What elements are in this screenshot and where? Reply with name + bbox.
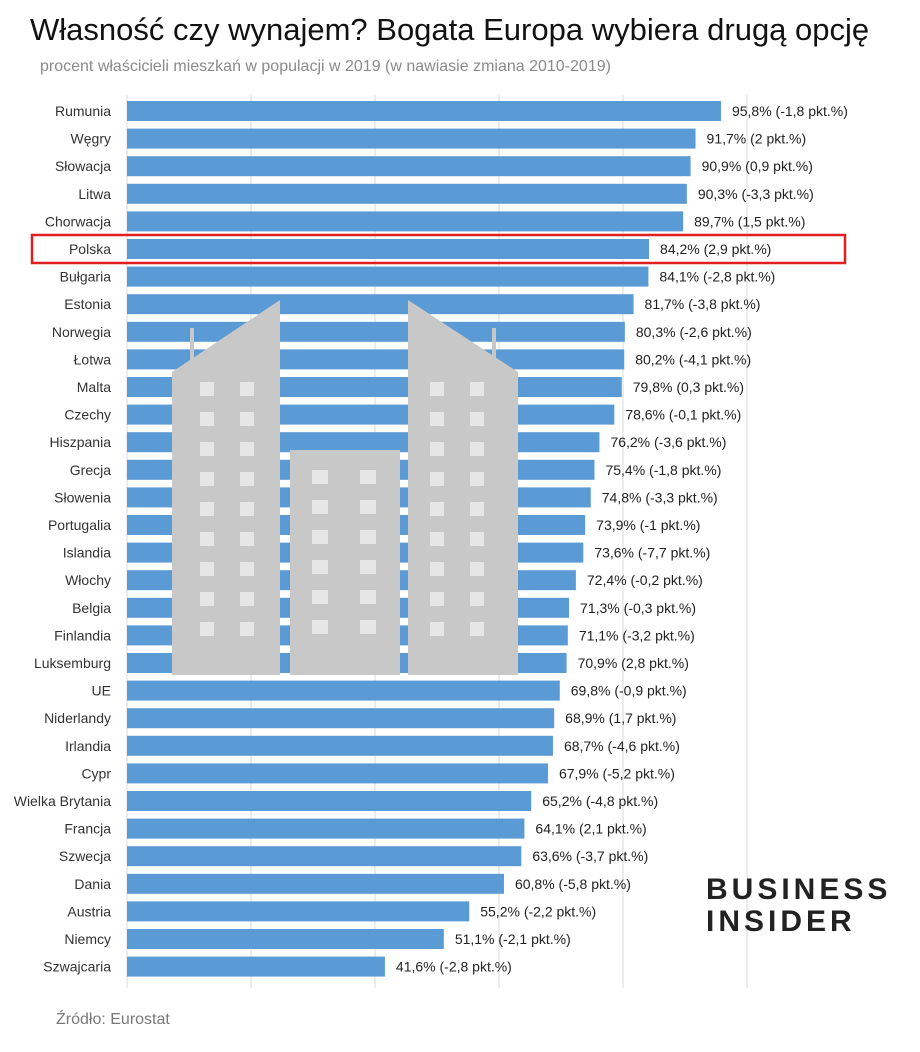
data-label: 63,6% (-3,7 pkt.%): [532, 848, 648, 864]
bar: [127, 818, 525, 839]
data-label: 78,6% (-0,1 pkt.%): [625, 407, 741, 423]
chart-title: Własność czy wynajem? Bogata Europa wybi…: [30, 12, 870, 47]
category-label: Estonia: [64, 296, 111, 312]
bar: [127, 128, 696, 149]
data-label: 90,9% (0,9 pkt.%): [702, 158, 813, 174]
data-label: 84,1% (-2,8 pkt.%): [659, 269, 775, 285]
bar: [127, 266, 649, 287]
data-label: 41,6% (-2,8 pkt.%): [396, 959, 512, 975]
data-label: 51,1% (-2,1 pkt.%): [455, 931, 571, 947]
bar: [127, 791, 532, 811]
bar: [127, 156, 691, 177]
category-label: Finlandia: [54, 627, 111, 643]
data-label: 73,6% (-7,7 pkt.%): [594, 545, 710, 561]
data-label: 84,2% (2,9 pkt.%): [660, 241, 771, 257]
bar: [127, 321, 625, 342]
logo-line-1: BUSINESS: [706, 873, 892, 906]
category-label: UE: [92, 683, 111, 699]
category-label: Słowenia: [54, 489, 111, 505]
category-label: Rumunia: [55, 103, 111, 119]
data-label: 89,7% (1,5 pkt.%): [694, 213, 805, 229]
category-label: Irlandia: [65, 738, 111, 754]
data-label: 60,8% (-5,8 pkt.%): [515, 876, 631, 892]
category-label: Polska: [69, 241, 111, 257]
category-label: Wielka Brytania: [14, 793, 111, 809]
data-label: 67,9% (-5,2 pkt.%): [559, 765, 675, 781]
highlight-box: [30, 233, 847, 265]
category-label: Włochy: [65, 572, 111, 588]
category-label: Cypr: [81, 765, 111, 781]
data-label: 80,3% (-2,6 pkt.%): [636, 324, 752, 340]
bar: [127, 211, 684, 232]
category-label: Węgry: [71, 131, 111, 147]
bar: [127, 735, 553, 756]
data-label: 80,2% (-4,1 pkt.%): [635, 351, 751, 367]
bar: [127, 929, 444, 949]
bar: [127, 101, 721, 121]
category-label: Belgia: [72, 600, 111, 616]
category-label: Chorwacja: [45, 213, 111, 229]
source-note: Źródło: Eurostat: [56, 1011, 170, 1028]
bar: [127, 901, 470, 922]
category-label: Austria: [67, 903, 111, 919]
category-label: Hiszpania: [50, 434, 112, 450]
category-label: Portugalia: [48, 517, 111, 533]
category-label: Szwecja: [59, 848, 111, 864]
data-label: 69,8% (-0,9 pkt.%): [571, 683, 687, 699]
data-label: 68,9% (1,7 pkt.%): [565, 710, 676, 726]
category-label: Łotwa: [74, 351, 112, 367]
bar: [127, 846, 522, 867]
bar: [127, 708, 555, 729]
data-label: 73,9% (-1 pkt.%): [596, 517, 700, 533]
category-label: Luksemburg: [34, 655, 111, 671]
data-label: 76,2% (-3,6 pkt.%): [610, 434, 726, 450]
data-label: 90,3% (-3,3 pkt.%): [698, 186, 814, 202]
category-label: Islandia: [63, 545, 111, 561]
category-label: Dania: [74, 876, 111, 892]
data-label: 72,4% (-0,2 pkt.%): [587, 572, 703, 588]
bar: [127, 294, 634, 315]
data-label: 71,1% (-3,2 pkt.%): [579, 627, 695, 643]
data-label: 74,8% (-3,3 pkt.%): [602, 489, 718, 505]
category-label: Słowacja: [55, 158, 111, 174]
data-label: 91,7% (2 pkt.%): [707, 131, 807, 147]
data-label: 64,1% (2,1 pkt.%): [535, 821, 646, 837]
bar: [127, 239, 650, 259]
data-label: 75,4% (-1,8 pkt.%): [605, 462, 721, 478]
category-label: Czechy: [64, 407, 111, 423]
chart-subtitle: procent właścicieli mieszkań w populacji…: [40, 58, 611, 75]
data-label: 71,3% (-0,3 pkt.%): [580, 600, 696, 616]
category-label: Szwajcaria: [43, 959, 111, 975]
business-insider-logo: BUSINESS INSIDER: [706, 874, 891, 938]
bar: [127, 763, 548, 784]
data-label: 68,7% (-4,6 pkt.%): [564, 738, 680, 754]
bar: [127, 873, 504, 894]
category-label: Niemcy: [64, 931, 111, 947]
category-label: Niderlandy: [44, 710, 111, 726]
bar: [127, 680, 560, 701]
category-label: Grecja: [70, 462, 111, 478]
data-label: 70,9% (2,8 pkt.%): [578, 655, 689, 671]
category-label: Malta: [77, 379, 111, 395]
data-label: 65,2% (-4,8 pkt.%): [542, 793, 658, 809]
data-label: 79,8% (0,3 pkt.%): [633, 379, 744, 395]
category-label: Norwegia: [52, 324, 111, 340]
data-label: 81,7% (-3,8 pkt.%): [645, 296, 761, 312]
building-illustration: [172, 300, 518, 675]
data-label: 55,2% (-2,2 pkt.%): [480, 903, 596, 919]
bar: [127, 183, 687, 204]
category-label: Litwa: [78, 186, 111, 202]
category-label: Bułgaria: [60, 269, 112, 285]
data-label: 95,8% (-1,8 pkt.%): [732, 103, 848, 119]
bar: [127, 956, 385, 977]
logo-line-2: INSIDER: [706, 905, 856, 938]
category-label: Francja: [64, 821, 111, 837]
